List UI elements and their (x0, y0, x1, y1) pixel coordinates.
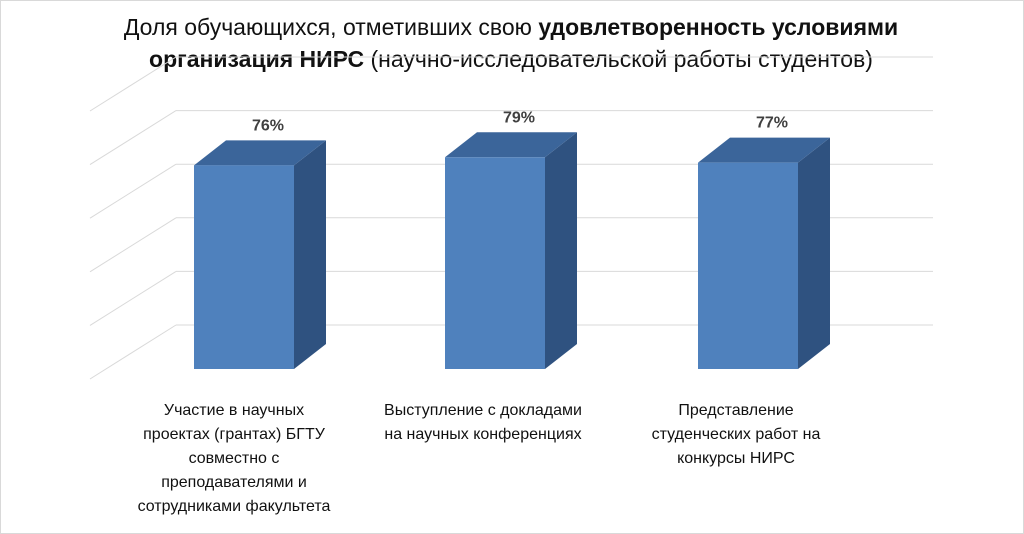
data-label: 79% (503, 109, 535, 126)
category-label-1: Участие в научных проектах (грантах) БГТ… (137, 402, 331, 515)
title-part-2: удовлетворенность условиями организация … (149, 14, 899, 72)
bar-side (798, 137, 830, 369)
gridline-side (89, 324, 177, 380)
title-part-1: Доля обучающихся, отметивших свою (123, 14, 539, 40)
bar-top (698, 137, 830, 163)
bar (194, 165, 294, 369)
bar-side (294, 140, 326, 369)
gridline-side (89, 217, 177, 273)
category-label-3: Представление студенческих работ на конк… (651, 402, 821, 467)
category-label-2: Выступление с докладами на научных конфе… (384, 402, 582, 443)
chart-title: Доля обучающихся, отметивших свою удовле… (91, 11, 931, 75)
bar-side (545, 132, 577, 369)
data-label: 77% (756, 115, 788, 132)
data-label: 76% (252, 117, 284, 134)
gridline-side (89, 110, 177, 166)
gridline-side (89, 163, 177, 219)
gridline-side (89, 56, 177, 112)
bar-top (445, 132, 577, 158)
title-part-3: (научно-исследовательской работы студент… (364, 46, 873, 72)
bar-top (194, 140, 326, 166)
bar (698, 162, 798, 369)
bar (445, 157, 545, 369)
gridline-side (89, 270, 177, 326)
